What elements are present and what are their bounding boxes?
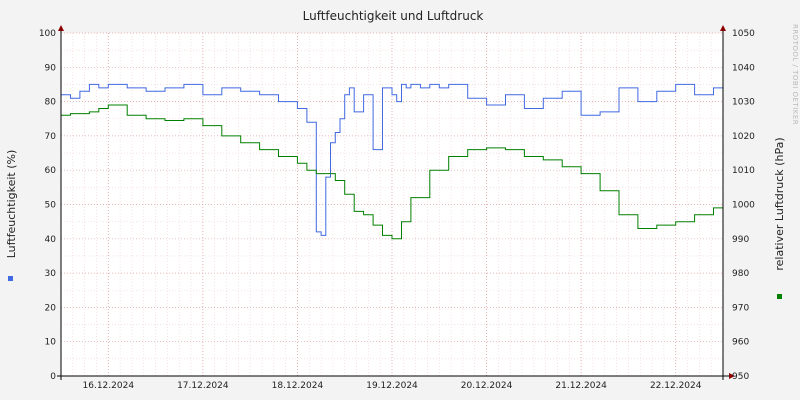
right-tick-label: 1050: [732, 29, 755, 39]
axes: [57, 25, 735, 380]
left-tick-label: 80: [45, 98, 57, 108]
x-tick-label: 22.12.2024: [650, 381, 702, 391]
right-tick-label: 1020: [732, 132, 755, 142]
chart-title: Luftfeuchtigkeit und Luftdruck: [303, 9, 484, 23]
x-tick-label: 18.12.2024: [272, 381, 324, 391]
right-tick-label: 1010: [732, 166, 755, 176]
left-tick-label: 90: [45, 63, 57, 73]
left-axis-arrow: [58, 25, 64, 31]
series-layer: [61, 83, 724, 240]
x-tick-label: 16.12.2024: [83, 381, 135, 391]
left-tick-label: 30: [45, 269, 57, 279]
left-tick-label: 50: [45, 201, 57, 211]
right-tick-label: 1040: [732, 63, 755, 73]
x-tick-label: 20.12.2024: [461, 381, 513, 391]
left-tick-label: 20: [45, 303, 57, 313]
x-tick-label: 21.12.2024: [555, 381, 607, 391]
right-axis-label: relativer Luftdruck (hPa): [773, 137, 786, 270]
series-line-pressure: [61, 104, 724, 240]
x-tick-label: 19.12.2024: [366, 381, 418, 391]
legend-humidity-swatch: [8, 276, 13, 281]
right-axis-arrow: [720, 25, 726, 31]
x-tick-label: 17.12.2024: [177, 381, 229, 391]
tick-labels: 0 950 10 960 20 970 30 980 40 990 50 1000 60 1010 70 10…: [39, 29, 755, 391]
right-tick-label: 960: [732, 338, 749, 348]
left-tick-label: 0: [50, 372, 56, 382]
right-tick-label: 1000: [732, 201, 755, 211]
legend-pressure-swatch: [777, 294, 782, 299]
right-tick-label: 990: [732, 235, 749, 245]
watermark: RRDTOOL / TOBI OETIKER: [791, 24, 799, 125]
series-line-humidity: [61, 83, 724, 236]
right-tick-label: 1030: [732, 98, 755, 108]
left-axis-label: Luftfeuchtigkeit (%): [5, 150, 18, 259]
right-tick-label: 950: [732, 372, 749, 382]
right-tick-label: 970: [732, 303, 749, 313]
left-tick-label: 70: [45, 132, 57, 142]
left-tick-label: 40: [45, 235, 57, 245]
x-axis-arrow: [729, 373, 735, 379]
left-tick-label: 100: [39, 29, 56, 39]
left-tick-label: 10: [45, 338, 57, 348]
left-tick-label: 60: [45, 166, 57, 176]
right-tick-label: 980: [732, 269, 749, 279]
